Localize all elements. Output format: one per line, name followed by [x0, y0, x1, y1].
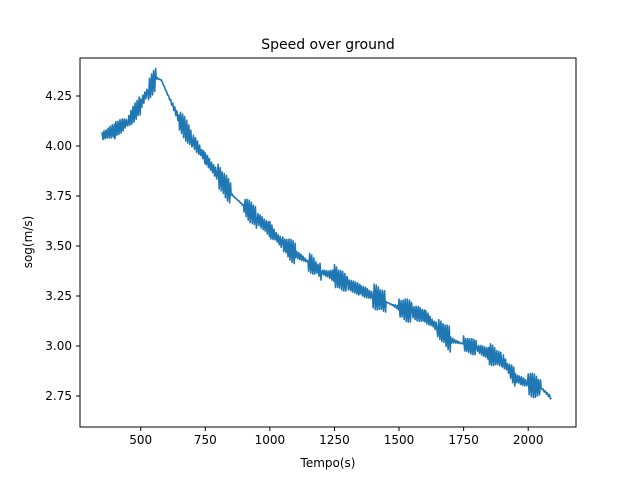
- y-axis-label: sog(m/s): [21, 216, 35, 269]
- x-tick-label: 1000: [255, 433, 286, 447]
- x-tick-label: 1750: [448, 433, 479, 447]
- y-tick-label: 2.75: [45, 389, 72, 403]
- x-tick-label: 1500: [384, 433, 415, 447]
- plot-frame: [79, 57, 577, 428]
- y-tick-label: 3.50: [45, 239, 72, 253]
- y-tick-label: 3.00: [45, 339, 72, 353]
- x-axis-ticks: 500 750 1000 1250 1500 1750 2000: [129, 427, 543, 447]
- plot-area: 500 750 1000 1250 1500 1750 2000 2.75 3.00 3.25 3…: [45, 57, 577, 447]
- series-group: [101, 67, 552, 400]
- x-tick-label: 2000: [513, 433, 544, 447]
- x-tick-label: 500: [129, 433, 152, 447]
- y-tick-label: 4.25: [45, 89, 72, 103]
- y-tick-label: 3.75: [45, 189, 72, 203]
- x-axis-label: Tempo(s): [300, 456, 356, 470]
- y-axis-ticks: 2.75 3.00 3.25 3.50 3.75 4.00 4.25: [45, 89, 80, 403]
- y-tick-label: 3.25: [45, 289, 72, 303]
- x-tick-label: 750: [194, 433, 217, 447]
- x-tick-label: 1250: [319, 433, 350, 447]
- y-tick-label: 4.00: [45, 139, 72, 153]
- chart-title: Speed over ground: [261, 37, 395, 53]
- series-line-0: [101, 67, 552, 400]
